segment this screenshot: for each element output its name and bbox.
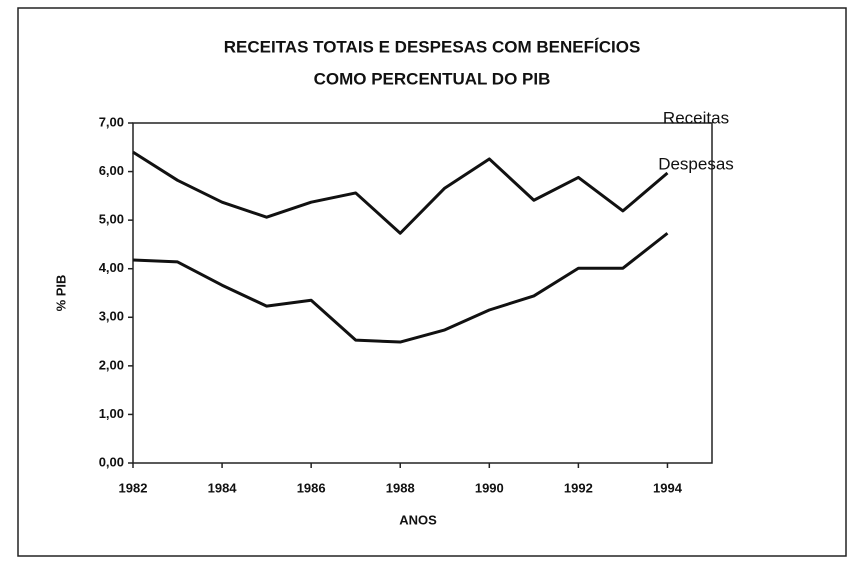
y-tick-label: 6,00 <box>99 163 124 178</box>
x-tick-label: 1988 <box>386 480 415 495</box>
chart-title: COMO PERCENTUAL DO PIB <box>314 69 551 88</box>
x-tick-label: 1992 <box>564 480 593 495</box>
y-axis-label: % PIB <box>53 275 68 312</box>
x-tick-label: 1986 <box>297 480 326 495</box>
chart-title: RECEITAS TOTAIS E DESPESAS COM BENEFÍCIO… <box>224 37 641 56</box>
plot-area <box>132 122 713 464</box>
series-line <box>132 232 669 344</box>
y-tick-label: 0,00 <box>99 454 124 469</box>
y-tick-label: 1,00 <box>99 406 124 421</box>
x-tick-label: 1990 <box>475 480 504 495</box>
x-tick-label: 1984 <box>208 480 238 495</box>
y-tick-label: 3,00 <box>99 309 124 324</box>
series-label: Despesas <box>658 155 734 174</box>
frame <box>17 7 847 557</box>
x-tick-label: 1994 <box>653 480 683 495</box>
y-tick-label: 5,00 <box>99 212 124 227</box>
x-tick-label: 1982 <box>119 480 148 495</box>
y-tick-label: 4,00 <box>99 260 124 275</box>
y-tick-label: 7,00 <box>99 114 124 129</box>
y-tick-label: 2,00 <box>99 357 124 372</box>
series-line <box>132 150 669 235</box>
x-axis-label: ANOS <box>399 512 437 527</box>
series-label: Receitas <box>663 109 729 128</box>
